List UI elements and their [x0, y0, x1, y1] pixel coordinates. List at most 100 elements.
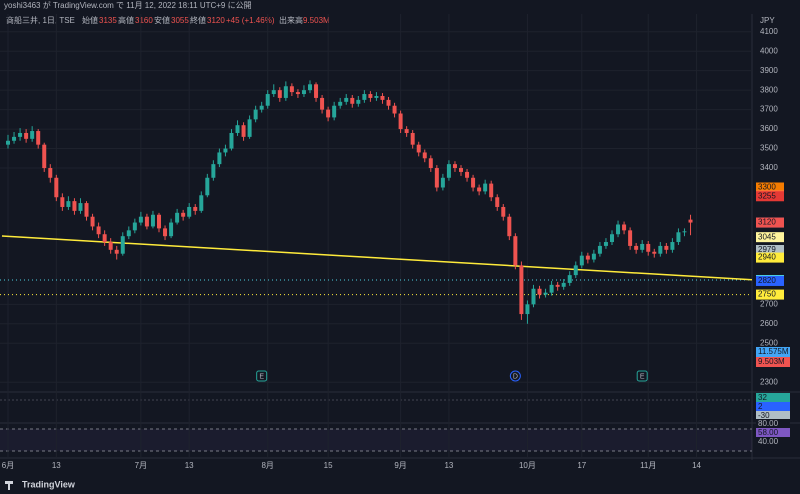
candle-body	[610, 234, 614, 243]
x-tick-label: 11月	[640, 461, 656, 470]
candle-body	[332, 105, 337, 118]
legend-value: 3055	[171, 16, 189, 25]
candle-body	[483, 183, 488, 192]
candle-body	[36, 131, 41, 145]
candle-body	[603, 242, 608, 246]
candle-body	[235, 125, 240, 133]
legend-label: 始値	[82, 15, 98, 25]
price-label-box	[756, 217, 784, 228]
candle-body	[223, 148, 228, 153]
event-marker	[256, 370, 268, 382]
y-tick-label: 3800	[760, 85, 778, 94]
candle-body	[314, 84, 319, 98]
candle-body	[446, 164, 451, 178]
legend-volume: 9.503M	[303, 16, 330, 25]
candle-body	[374, 95, 379, 98]
candle-body	[289, 86, 294, 93]
candle-body	[193, 206, 198, 211]
y-tick-label: 3500	[760, 144, 778, 153]
legend-value: 3135	[99, 16, 117, 25]
candle-body	[338, 101, 343, 106]
x-tick-label: 13	[444, 461, 453, 470]
candle-body	[199, 195, 204, 211]
candle-body	[271, 90, 276, 95]
candle-body	[90, 216, 95, 227]
candle-body	[132, 222, 137, 231]
candle-body	[108, 242, 113, 250]
x-tick-label: 13	[52, 461, 61, 470]
x-tick-label: 17	[577, 461, 586, 470]
candle-body	[628, 230, 633, 246]
candle-body	[229, 132, 234, 149]
legend-volume-label: 出来高	[279, 15, 303, 25]
candle-body	[459, 168, 463, 172]
candle-body	[301, 90, 306, 95]
candle-body	[567, 275, 572, 283]
candle-body	[350, 97, 355, 104]
candle-body	[326, 109, 331, 118]
candle-body	[217, 152, 222, 165]
legend-label: 終値	[190, 15, 206, 25]
legend-label: 高値	[118, 15, 134, 25]
candle-body	[362, 94, 367, 100]
candle-body	[634, 245, 639, 250]
candle-body	[386, 99, 391, 106]
candle-body	[78, 203, 83, 211]
candle-body	[96, 226, 101, 235]
candle-body	[169, 222, 174, 237]
price-label: 2750	[758, 290, 776, 299]
x-tick-label: 13	[185, 461, 194, 470]
macd-label-box	[756, 402, 790, 412]
macd-label: 2	[758, 402, 763, 411]
candle-body	[24, 132, 29, 139]
candle-body	[591, 253, 596, 260]
price-label-box	[756, 232, 784, 243]
macd-label-box	[756, 411, 790, 421]
candle-body	[422, 152, 427, 159]
rsi-band	[0, 429, 752, 451]
y-tick-label: 2300	[760, 377, 778, 386]
candle-body	[471, 177, 476, 188]
candle-body	[18, 132, 23, 137]
legend-label: 安値	[154, 15, 170, 25]
candle-body	[48, 168, 53, 178]
rsi-label: 40.00	[758, 437, 779, 446]
candle-body	[652, 251, 657, 254]
candle-body	[356, 99, 361, 104]
candle-body	[205, 177, 210, 196]
rsi-label-box	[756, 428, 790, 438]
x-tick-label: 9月	[394, 461, 406, 470]
price-label: 2979	[758, 245, 776, 254]
candle-body	[688, 219, 693, 223]
candle-body	[452, 164, 457, 169]
candle-body	[622, 224, 627, 231]
candle-body	[150, 214, 155, 227]
candle-body	[211, 164, 216, 178]
volume-label: 11.575M	[758, 347, 789, 356]
price-label: 2820	[758, 276, 776, 285]
candle-body	[295, 92, 300, 95]
candle-body	[126, 230, 131, 237]
rsi-label: 58.00	[758, 428, 779, 437]
candle-body	[253, 109, 258, 120]
trendline	[1, 235, 753, 281]
macd-label: 32	[758, 393, 767, 402]
volume-label-box	[756, 357, 790, 367]
candle-body	[60, 197, 65, 207]
price-label-box	[756, 275, 784, 286]
candle-body	[163, 228, 168, 237]
price-label-box	[756, 289, 784, 300]
candle-body	[664, 245, 669, 250]
x-tick-label: 15	[324, 461, 333, 470]
candle-body	[404, 129, 409, 133]
price-label-box	[756, 191, 784, 202]
candle-body	[537, 288, 542, 295]
y-tick-label: 3700	[760, 105, 778, 114]
x-tick-label: 14	[692, 461, 701, 470]
candle-body	[320, 97, 325, 110]
brand: TradingView	[22, 479, 76, 489]
currency: JPY	[760, 16, 775, 25]
rsi-label-box	[756, 437, 790, 447]
